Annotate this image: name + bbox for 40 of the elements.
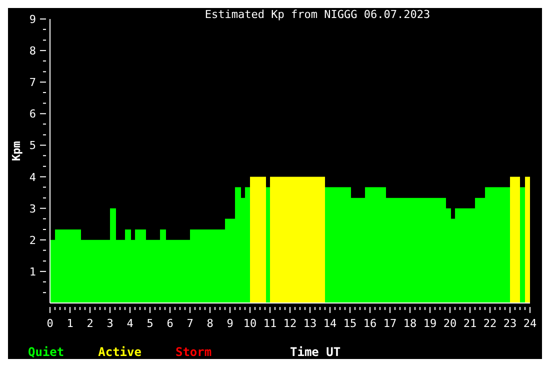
y-tick-label: 9 — [29, 13, 36, 26]
text: Active — [98, 345, 142, 359]
x-tick-label: 23 — [503, 317, 517, 330]
y-tick-label: 6 — [29, 108, 36, 121]
y-tick-label: 4 — [29, 170, 36, 184]
x-tick-label: 11 — [263, 317, 277, 330]
text: Quiet — [28, 345, 64, 359]
x-tick-label: 21 — [463, 317, 477, 330]
x-tick-label: 4 — [126, 317, 134, 330]
x-tick-label: 24 — [523, 317, 537, 330]
x-tick-label: 8 — [206, 317, 214, 330]
x-tick-label: 9 — [226, 317, 234, 330]
x-tick-label: 18 — [403, 317, 417, 330]
y-tick-label: 7 — [29, 76, 36, 90]
y-tick-label: 2 — [29, 234, 36, 247]
x-axis-title: Time UT — [290, 345, 341, 359]
y-tick-label: 1 — [29, 265, 36, 278]
x-tick-label: 19 — [423, 317, 437, 330]
y-tick-label: 8 — [29, 44, 36, 58]
y-tick-label: 3 — [29, 202, 36, 216]
x-tick-label: 16 — [363, 317, 377, 330]
text: Storm — [175, 345, 212, 359]
x-tick-label: 13 — [303, 317, 317, 330]
x-tick-label: 3 — [106, 317, 114, 330]
x-tick-label: 12 — [283, 317, 297, 330]
y-tick-label: 5 — [29, 139, 36, 152]
x-tick-label: 2 — [86, 317, 94, 330]
x-tick-label: 10 — [243, 317, 257, 330]
x-tick-label: 5 — [146, 317, 154, 330]
x-tick-label: 20 — [443, 317, 457, 330]
x-tick-label: 7 — [186, 317, 194, 330]
x-tick-label: 0 — [46, 317, 54, 330]
y-axis-title: Kpm — [10, 140, 23, 161]
x-tick-label: 17 — [383, 317, 397, 330]
x-tick-label: 22 — [483, 317, 497, 330]
x-tick-label: 1 — [66, 317, 74, 330]
x-tick-label: 15 — [343, 317, 357, 330]
chart-title: Estimated Kp from NIGGG 06.07.2023 — [204, 8, 430, 21]
x-tick-label: 6 — [166, 317, 174, 330]
x-tick-label: 14 — [323, 317, 337, 330]
